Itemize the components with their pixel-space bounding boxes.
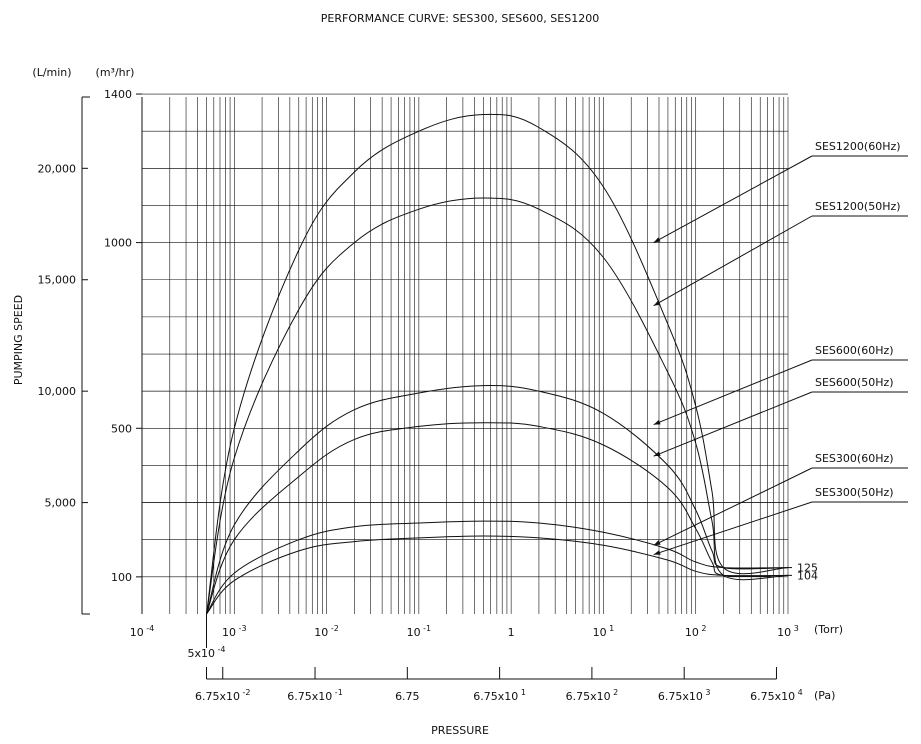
y-unit-lmin: (L/min) — [32, 66, 71, 79]
series-curves — [206, 113, 789, 615]
series-line-ses600-60hz- — [206, 385, 789, 615]
legend-arrow — [653, 467, 813, 546]
x-tick-label-torr: 10 3 — [777, 624, 799, 639]
y-tick-label-lmin: 20,000 — [38, 162, 77, 175]
grid-lines — [141, 93, 789, 614]
legend-arrowhead — [653, 540, 661, 546]
legend-label: SES600(60Hz) — [815, 344, 894, 357]
axes — [81, 93, 908, 680]
legend-label: SES300(60Hz) — [815, 452, 894, 465]
x-tick-label-torr: 10 -1 — [407, 624, 432, 639]
x-tick-label-torr: 10 2 — [685, 624, 707, 639]
legend-arrow — [653, 215, 813, 307]
x-tick-label-torr: 10 -2 — [314, 624, 339, 639]
y-tick-label-lmin: 10,000 — [38, 385, 77, 398]
y-tick-label-lmin: 5,000 — [45, 497, 77, 510]
series-line-ses600-50hz- — [206, 422, 789, 615]
series-line-ses300-50hz- — [206, 535, 789, 615]
x-tick-label-torr: 1 — [508, 626, 515, 639]
chart-title: PERFORMANCE CURVE: SES300, SES600, SES12… — [321, 12, 599, 25]
legend-arrowhead — [653, 237, 661, 243]
x-unit-pa: (Pa) — [814, 689, 835, 702]
x-start-label: 5x10 -4 — [187, 645, 225, 660]
y-unit-m3hr: (m³/hr) — [96, 66, 135, 79]
x-tick-label-torr: 10 -3 — [222, 624, 247, 639]
x-tick-label-pa: 6.75x10 -1 — [287, 688, 343, 703]
series-line-ses300-60hz- — [206, 520, 789, 615]
legend-arrow — [653, 359, 813, 426]
x-tick-label-torr: 10 1 — [593, 624, 615, 639]
x-tick-label-pa: 6.75x10 4 — [750, 688, 803, 703]
x-tick-label-pa: 6.75x10 3 — [658, 688, 711, 703]
series-line-ses1200-50hz- — [206, 197, 789, 615]
legend-label: SES1200(50Hz) — [815, 200, 901, 213]
right-value-label: 104 — [797, 569, 818, 582]
x-tick-label-pa: 6.75x10 -2 — [195, 688, 251, 703]
x-tick-label-pa: 6.75 — [395, 690, 420, 703]
legend-arrow — [653, 155, 813, 244]
y-axis-title: PUMPING SPEED — [12, 295, 25, 385]
y-tick-label-m3hr: 1400 — [104, 88, 132, 101]
legend-arrow — [653, 501, 813, 556]
x-tick-label-torr: 10 -4 — [130, 624, 155, 639]
y-tick-label-m3hr: 100 — [111, 571, 132, 584]
x-tick-label-pa: 6.75x10 2 — [566, 688, 619, 703]
legend-arrowhead — [653, 451, 661, 457]
y-tick-label-m3hr: 1000 — [104, 237, 132, 250]
x-tick-label-pa: 6.75x10 1 — [473, 688, 526, 703]
legend-arrow — [653, 391, 813, 457]
right-value-label: 125 — [797, 562, 818, 575]
chart-labels: 1400 1000 500 100 20,000 15,000 10,000 5,000 10 … — [38, 88, 901, 703]
x-axis-title: PRESSURE — [431, 724, 489, 737]
legend-arrowhead — [653, 419, 661, 425]
y-tick-label-lmin: 15,000 — [38, 274, 77, 287]
x-unit-torr: (Torr) — [814, 623, 843, 636]
legend-label: SES300(50Hz) — [815, 486, 894, 499]
legend-label: SES1200(60Hz) — [815, 140, 901, 153]
y-tick-label-m3hr: 500 — [111, 422, 132, 435]
legend-arrowhead — [653, 550, 661, 555]
legend-label: SES600(50Hz) — [815, 376, 894, 389]
series-line-ses1200-60hz- — [206, 113, 789, 615]
